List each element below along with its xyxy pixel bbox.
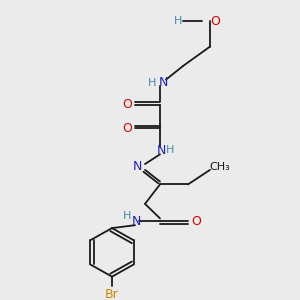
Text: O: O: [122, 98, 132, 111]
Text: H: H: [174, 16, 182, 26]
Text: O: O: [191, 215, 201, 228]
Text: CH₃: CH₃: [210, 162, 230, 172]
Text: H: H: [123, 212, 131, 221]
Text: O: O: [122, 122, 132, 135]
Text: H: H: [166, 146, 174, 155]
Text: N: N: [132, 160, 142, 173]
Text: N: N: [156, 144, 166, 157]
Text: N: N: [131, 215, 141, 228]
Text: Br: Br: [105, 288, 119, 300]
Text: H: H: [148, 77, 156, 88]
Text: O: O: [210, 15, 220, 28]
Text: N: N: [158, 76, 168, 89]
